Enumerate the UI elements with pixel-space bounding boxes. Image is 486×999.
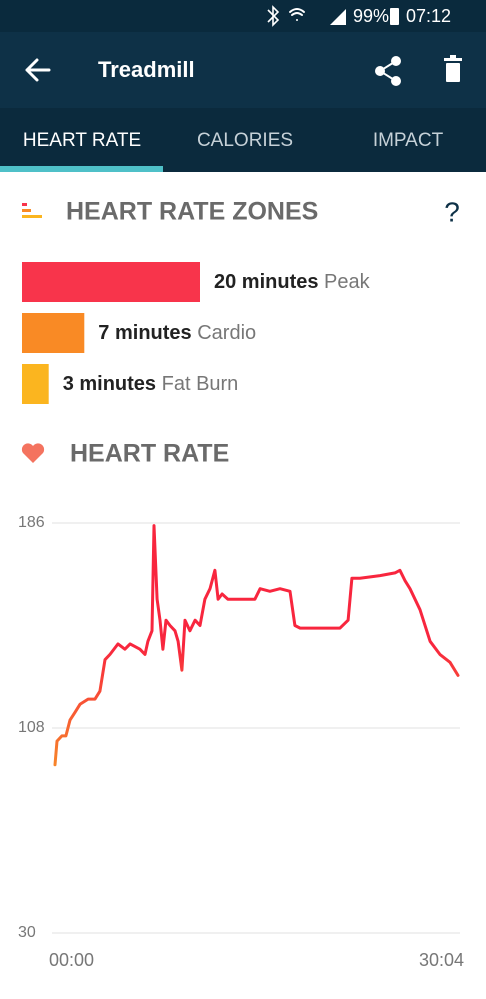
zones-title: HEART RATE ZONES	[66, 198, 318, 226]
share-icon-line	[378, 60, 397, 82]
y-tick-label: 30	[18, 924, 36, 941]
zone-name: Cardio	[197, 322, 256, 344]
trash-body	[446, 63, 460, 82]
delete-button[interactable]	[444, 55, 462, 82]
zone-bar	[22, 262, 200, 302]
zone-bar	[22, 313, 85, 353]
share-button[interactable]	[375, 56, 401, 86]
trash-lid	[444, 58, 462, 61]
clock: 07:12	[406, 6, 451, 26]
tab-indicator	[0, 166, 163, 172]
status-bar	[0, 0, 486, 32]
zone-bar	[22, 364, 49, 404]
zone-label: 7 minutes Cardio	[98, 322, 256, 344]
tab-bar	[0, 108, 486, 172]
tab[interactable]: HEART RATE	[23, 130, 141, 151]
heart-icon	[21, 443, 45, 463]
zones-icon-bar	[22, 203, 27, 206]
zone-label: 3 minutes Fat Burn	[63, 373, 239, 395]
tab[interactable]: CALORIES	[197, 130, 293, 151]
zone-name: Fat Burn	[162, 373, 239, 395]
zones-icon-bar	[22, 215, 42, 218]
wifi-icon	[289, 8, 305, 21]
signal-icon	[330, 9, 346, 25]
heart-rate-title: HEART RATE	[70, 440, 229, 468]
heart-rate-line	[53, 524, 460, 767]
trash-handle	[450, 55, 456, 58]
y-tick-label: 108	[18, 719, 45, 736]
zone-name: Peak	[324, 271, 371, 293]
zones-icon	[22, 203, 42, 218]
screen-title: Treadmill	[98, 57, 195, 82]
help-button[interactable]: ?	[444, 196, 460, 227]
back-button[interactable]	[25, 58, 51, 82]
tab[interactable]: IMPACT	[373, 130, 444, 151]
y-tick-label: 186	[18, 514, 45, 531]
app-bar	[0, 32, 486, 108]
zones-icon-bar	[22, 209, 31, 212]
zone-minutes: 7 minutes	[98, 322, 191, 344]
x-tick-label: 30:04	[419, 950, 464, 970]
x-tick-label: 00:00	[49, 950, 94, 970]
bluetooth-icon	[267, 5, 280, 27]
zone-minutes: 20 minutes	[214, 271, 318, 293]
battery-level: 99%	[353, 6, 389, 26]
heart-rate-chart: 30 108 186 00:00 30:04	[18, 514, 464, 970]
battery-icon	[390, 8, 399, 25]
zone-label: 20 minutes Peak	[214, 271, 371, 293]
zone-minutes: 3 minutes	[63, 373, 156, 395]
